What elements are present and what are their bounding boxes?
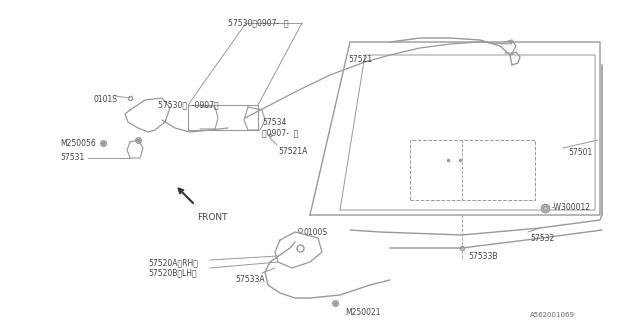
Text: 57501: 57501 (568, 148, 592, 157)
Text: M250056: M250056 (60, 139, 96, 148)
Text: 57530を0907-  〉: 57530を0907- 〉 (228, 18, 289, 27)
Text: FRONT: FRONT (197, 213, 227, 222)
Text: 57530〈  -0907〉: 57530〈 -0907〉 (158, 100, 219, 109)
Text: 57532: 57532 (530, 234, 554, 243)
Text: 57533A: 57533A (235, 275, 264, 284)
Text: 0100S: 0100S (304, 228, 328, 237)
Text: 57534
を0907-  〉: 57534 を0907- 〉 (262, 118, 298, 137)
Text: 57520A〈RH〉: 57520A〈RH〉 (148, 258, 198, 267)
Text: 57520B〈LH〉: 57520B〈LH〉 (148, 268, 196, 277)
Text: M250021: M250021 (345, 308, 381, 317)
Text: -W300012: -W300012 (552, 204, 591, 212)
Text: A562001069: A562001069 (530, 312, 575, 318)
Text: 57521: 57521 (348, 55, 372, 64)
Text: 57533B: 57533B (468, 252, 497, 261)
Text: 57531: 57531 (60, 154, 84, 163)
Text: 57521A: 57521A (278, 147, 307, 156)
Text: 0101S: 0101S (93, 95, 117, 104)
